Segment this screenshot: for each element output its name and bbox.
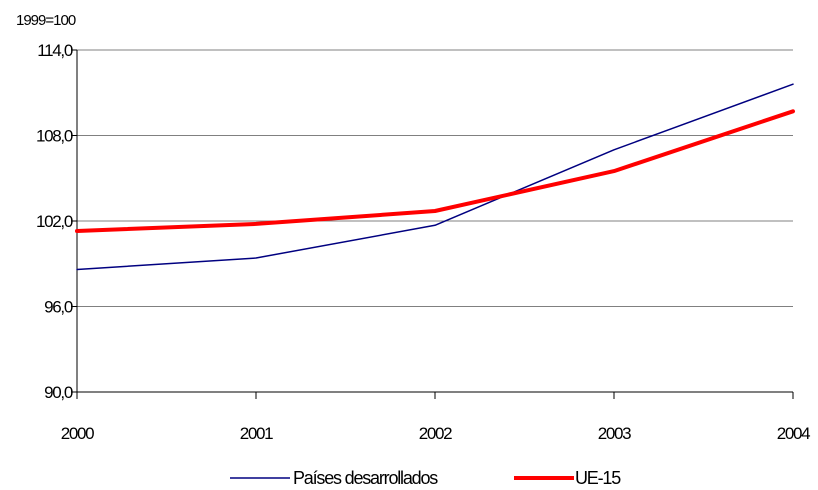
series-lines: [75, 83, 795, 271]
y-tick-labels: 90,0 96,0 102,0 108,0 114,0: [36, 41, 74, 402]
x-tick-label: 2002: [419, 424, 452, 443]
y-tick-label: 114,0: [37, 41, 73, 60]
series-line: [75, 109, 795, 233]
y-tick-label: 90,0: [44, 383, 73, 402]
x-tick-label: 2003: [598, 424, 631, 443]
y-tick-label: 108,0: [36, 127, 73, 146]
series-line: [76, 83, 794, 271]
y-tick-label: 102,0: [36, 212, 73, 231]
x-tick-label: 2000: [61, 424, 94, 443]
axes: [71, 49, 794, 399]
legend-label: Países desarrollados: [293, 468, 438, 488]
x-tick-label: 2001: [240, 424, 273, 443]
gridlines: [77, 49, 793, 307]
x-tick-labels: 2000 2001 2002 2003 2004: [61, 424, 812, 443]
legend: Países desarrollados UE-15: [230, 468, 622, 488]
legend-label: UE-15: [575, 468, 621, 488]
y-unit-label: 1999=100: [16, 12, 76, 29]
x-tick-label: 2004: [777, 424, 810, 443]
y-tick-label: 96,0: [44, 298, 73, 317]
